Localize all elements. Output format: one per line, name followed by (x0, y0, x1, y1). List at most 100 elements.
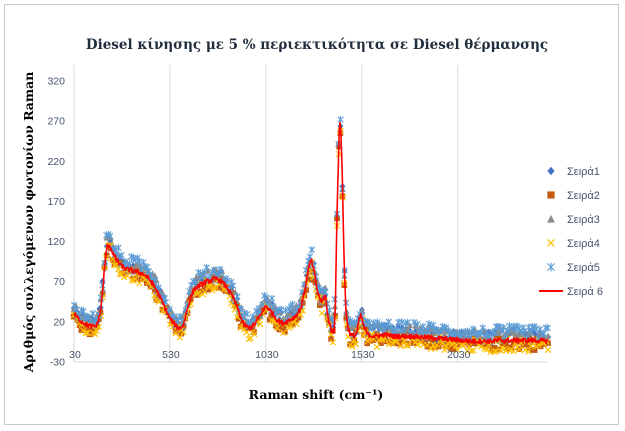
data-point (449, 343, 456, 350)
data-point (289, 300, 296, 308)
data-point (404, 318, 411, 327)
data-point (328, 336, 334, 342)
legend-swatch (547, 214, 555, 223)
data-point (93, 327, 100, 334)
data-point (274, 323, 281, 330)
data-point (126, 260, 133, 268)
data-point (477, 343, 485, 350)
data-point (118, 251, 125, 259)
legend-swatch (547, 191, 555, 199)
data-point (508, 344, 515, 351)
data-point (282, 306, 289, 315)
legend-label: Σειρά 6 (567, 286, 603, 298)
data-point (251, 331, 258, 338)
data-point (237, 324, 244, 331)
data-point (106, 232, 114, 240)
series-line (73, 121, 549, 345)
series-2 (70, 130, 551, 353)
data-point (89, 309, 97, 318)
data-point (266, 316, 273, 323)
data-point (280, 325, 287, 331)
data-point (525, 348, 532, 355)
data-point (454, 346, 461, 354)
data-point (201, 286, 208, 292)
x-tick-label: 30 (69, 349, 81, 361)
data-point (257, 320, 264, 328)
y-tick-label: 70 (53, 276, 65, 288)
data-point (397, 342, 404, 350)
data-point (316, 302, 323, 309)
legend-label: Σειρά1 (567, 166, 600, 178)
data-point (201, 288, 208, 296)
legend-label: Σειρά5 (567, 262, 600, 274)
chart-title: Diesel κίνησης με 5 % περιεκτικότητα σε … (86, 37, 548, 53)
data-point (280, 329, 287, 337)
data-point (387, 323, 394, 331)
data-point (395, 323, 402, 331)
data-point (467, 347, 475, 355)
data-point (404, 325, 411, 333)
data-point (426, 342, 433, 349)
data-point (483, 346, 490, 353)
data-point (224, 276, 231, 285)
data-point (151, 292, 158, 299)
data-point (82, 329, 89, 337)
data-point (305, 276, 312, 283)
data-point (303, 287, 310, 293)
data-point (412, 337, 419, 344)
data-point (274, 319, 281, 327)
data-point (349, 343, 356, 350)
series-4 (70, 127, 552, 356)
data-point (229, 282, 237, 290)
x-tick-label: 530 (162, 349, 180, 361)
data-point (80, 307, 87, 315)
data-point (176, 334, 184, 341)
data-point (460, 342, 467, 349)
data-point (399, 337, 405, 343)
series-6-line (73, 121, 549, 345)
data-point (500, 324, 507, 332)
data-point (109, 256, 116, 263)
legend-swatch (547, 262, 555, 272)
data-point (237, 323, 244, 330)
series-5 (70, 115, 551, 343)
data-point (352, 340, 360, 348)
y-axis-title: Αριθμός συλλεγόμενων φωτονίων Raman (21, 72, 36, 374)
series-3 (70, 128, 551, 346)
data-point (322, 288, 329, 296)
data-point (398, 318, 405, 326)
data-point (121, 270, 128, 277)
data-point (491, 329, 498, 337)
data-point (378, 340, 384, 346)
data-point (184, 310, 191, 316)
data-point (490, 348, 498, 355)
data-point (297, 304, 303, 311)
data-point (373, 343, 381, 351)
data-points (70, 115, 552, 356)
data-point (151, 272, 159, 279)
data-point (293, 320, 300, 328)
data-point (337, 115, 344, 124)
data-point (268, 294, 276, 303)
data-point (351, 323, 358, 330)
data-point (287, 322, 294, 330)
chart-frame (4, 4, 619, 425)
data-point (402, 342, 410, 349)
x-tick-label: 1030 (255, 349, 279, 361)
data-point (487, 342, 494, 349)
data-point (290, 321, 296, 328)
x-tick-label: 1530 (351, 349, 375, 361)
x-axis-title: Raman shift (cm⁻¹) (249, 387, 384, 402)
data-point (537, 343, 544, 350)
data-point (273, 324, 281, 332)
data-point (243, 310, 251, 318)
data-point (193, 273, 200, 280)
legend-label: Σειρά4 (567, 238, 600, 250)
data-point (374, 318, 381, 326)
data-point (186, 287, 193, 295)
data-point (431, 345, 439, 352)
data-point (433, 325, 440, 334)
data-point (251, 329, 257, 335)
data-point (544, 324, 551, 332)
